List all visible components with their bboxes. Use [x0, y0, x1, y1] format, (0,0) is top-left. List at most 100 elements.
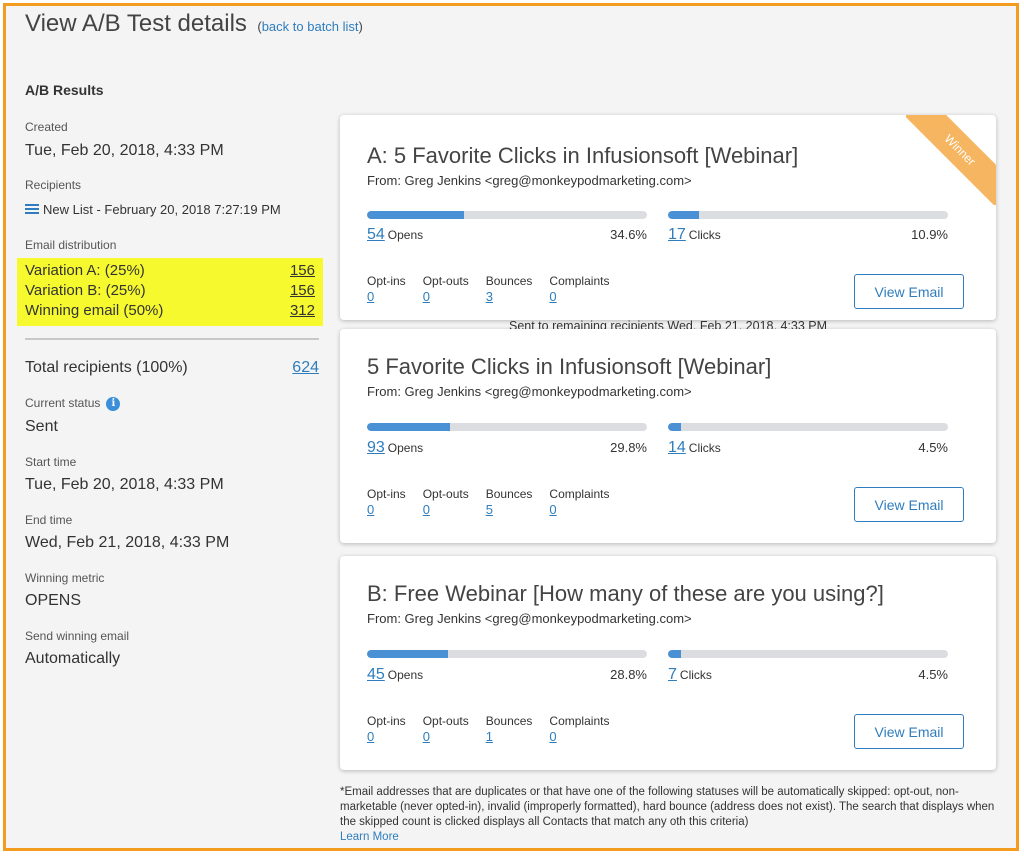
clicks-unit: Clicks — [679, 668, 712, 682]
opens-unit: Opens — [387, 228, 424, 242]
distribution-row-label: Variation B: (25%) — [25, 282, 146, 299]
optouts-link[interactable]: 0 — [422, 729, 430, 744]
opens-count-link[interactable]: 45 — [367, 666, 385, 683]
info-icon[interactable]: i — [106, 396, 121, 411]
optins-link[interactable]: 0 — [367, 729, 375, 744]
paren-open: ( — [257, 19, 262, 34]
send-winning-label: Send winning email — [25, 629, 130, 643]
bar-fill — [367, 650, 448, 658]
complaints-link[interactable]: 0 — [549, 289, 557, 304]
bar-fill — [668, 423, 681, 431]
distribution-count-link[interactable]: 156 — [289, 262, 315, 279]
status-label: Current status — [25, 396, 101, 410]
clicks-percent: 4.5% — [918, 440, 948, 455]
bar-fill — [367, 211, 464, 219]
distribution-row-label: Variation A: (25%) — [25, 262, 145, 279]
complaints-stat: Complaints 0 — [549, 487, 609, 519]
opens-percent: 34.6% — [610, 227, 647, 242]
email-subject: A: 5 Favorite Clicks in Infusionsoft [We… — [367, 143, 799, 168]
opens-bar — [367, 650, 647, 658]
divider — [25, 338, 319, 340]
total-count-link[interactable]: 624 — [292, 359, 319, 376]
optins-label: Opt-ins — [367, 487, 406, 501]
opens-count-link[interactable]: 93 — [367, 439, 385, 456]
clicks-count-link[interactable]: 7 — [668, 666, 677, 683]
delivery-stats: Opt-ins 0 Opt-outs 0 Bounces 1 Complaints 0 — [367, 714, 626, 746]
back-link-wrap: (back to batch list) — [257, 19, 363, 34]
clicks-unit: Clicks — [688, 228, 721, 242]
send-winning-value: Automatically — [25, 650, 121, 667]
complaints-label: Complaints — [549, 487, 610, 501]
email-card-winning: 5 Favorite Clicks in Infusionsoft [Webin… — [340, 329, 996, 543]
winner-ribbon: Winner — [906, 115, 996, 205]
view-email-button[interactable]: View Email — [854, 487, 964, 522]
email-from: From: Greg Jenkins <greg@monkeypodmarket… — [367, 611, 692, 626]
distribution-row: Winning email (50%) 312 — [25, 301, 315, 321]
recipients-list: New List - February 20, 2018 7:27:19 PM — [25, 202, 281, 217]
status-value: Sent — [25, 418, 58, 435]
optins-link[interactable]: 0 — [367, 502, 375, 517]
opens-metric: 45 Opens 28.8% — [367, 666, 647, 684]
created-value: Tue, Feb 20, 2018, 4:33 PM — [25, 142, 224, 159]
distribution-label: Email distribution — [25, 238, 117, 252]
email-subject: 5 Favorite Clicks in Infusionsoft [Webin… — [367, 354, 772, 379]
clicks-metric: 14 Clicks 4.5% — [668, 439, 948, 457]
page-title: View A/B Test details — [25, 10, 247, 37]
back-to-batch-list-link[interactable]: back to batch list — [261, 19, 359, 34]
bounces-link[interactable]: 3 — [485, 289, 493, 304]
winner-label: Winner — [906, 115, 996, 205]
email-card-variation-a: Winner A: 5 Favorite Clicks in Infusions… — [340, 115, 996, 320]
status-label-row: Current status i — [25, 396, 121, 411]
paren-close: ) — [358, 19, 363, 34]
total-recipients-row: Total recipients (100%) 624 — [25, 359, 319, 377]
distribution-count-link[interactable]: 312 — [289, 302, 315, 319]
start-value: Tue, Feb 20, 2018, 4:33 PM — [25, 476, 224, 493]
bounces-stat: Bounces 5 — [486, 487, 533, 519]
distribution-row: Variation B: (25%) 156 — [25, 281, 315, 301]
complaints-stat: Complaints 0 — [549, 714, 609, 746]
optouts-stat: Opt-outs 0 — [423, 274, 469, 306]
clicks-percent: 4.5% — [918, 667, 948, 682]
optins-stat: Opt-ins 0 — [367, 714, 406, 746]
bounces-label: Bounces — [485, 274, 533, 288]
opens-count-link[interactable]: 54 — [367, 226, 385, 243]
optouts-label: Opt-outs — [422, 487, 469, 501]
opens-unit: Opens — [387, 441, 424, 455]
start-label: Start time — [25, 455, 77, 469]
optouts-stat: Opt-outs 0 — [423, 487, 469, 519]
bounces-stat: Bounces 3 — [486, 274, 533, 306]
winning-metric-label: Winning metric — [25, 571, 105, 585]
optouts-link[interactable]: 0 — [422, 289, 430, 304]
bar-fill — [367, 423, 451, 431]
distribution-count-link[interactable]: 156 — [289, 282, 315, 299]
email-subject: B: Free Webinar [How many of these are y… — [367, 581, 884, 606]
optins-link[interactable]: 0 — [367, 289, 375, 304]
clicks-count-link[interactable]: 17 — [668, 226, 686, 243]
bounces-link[interactable]: 1 — [485, 729, 493, 744]
optins-stat: Opt-ins 0 — [367, 274, 406, 306]
list-icon — [25, 204, 39, 215]
optins-label: Opt-ins — [367, 714, 406, 728]
optouts-label: Opt-outs — [422, 274, 469, 288]
distribution-row: Variation A: (25%) 156 — [25, 261, 315, 281]
bar-fill — [668, 211, 699, 219]
bounces-stat: Bounces 1 — [486, 714, 533, 746]
bounces-link[interactable]: 5 — [485, 502, 493, 517]
complaints-link[interactable]: 0 — [549, 502, 557, 517]
opens-bar — [367, 211, 647, 219]
complaints-link[interactable]: 0 — [549, 729, 557, 744]
clicks-count-link[interactable]: 14 — [668, 439, 686, 456]
footnote-text: *Email addresses that are duplicates or … — [340, 786, 995, 828]
delivery-stats: Opt-ins 0 Opt-outs 0 Bounces 3 Complaints 0 — [367, 274, 626, 306]
opens-metric: 54 Opens 34.6% — [367, 226, 647, 244]
optouts-link[interactable]: 0 — [422, 502, 430, 517]
optins-stat: Opt-ins 0 — [367, 487, 406, 519]
view-email-button[interactable]: View Email — [854, 274, 964, 309]
optins-label: Opt-ins — [367, 274, 406, 288]
optouts-label: Opt-outs — [422, 714, 469, 728]
optouts-stat: Opt-outs 0 — [423, 714, 469, 746]
view-email-button[interactable]: View Email — [854, 714, 964, 749]
clicks-bar — [668, 423, 948, 431]
learn-more-link[interactable]: Learn More — [340, 831, 399, 843]
total-label: Total recipients (100%) — [25, 359, 188, 376]
